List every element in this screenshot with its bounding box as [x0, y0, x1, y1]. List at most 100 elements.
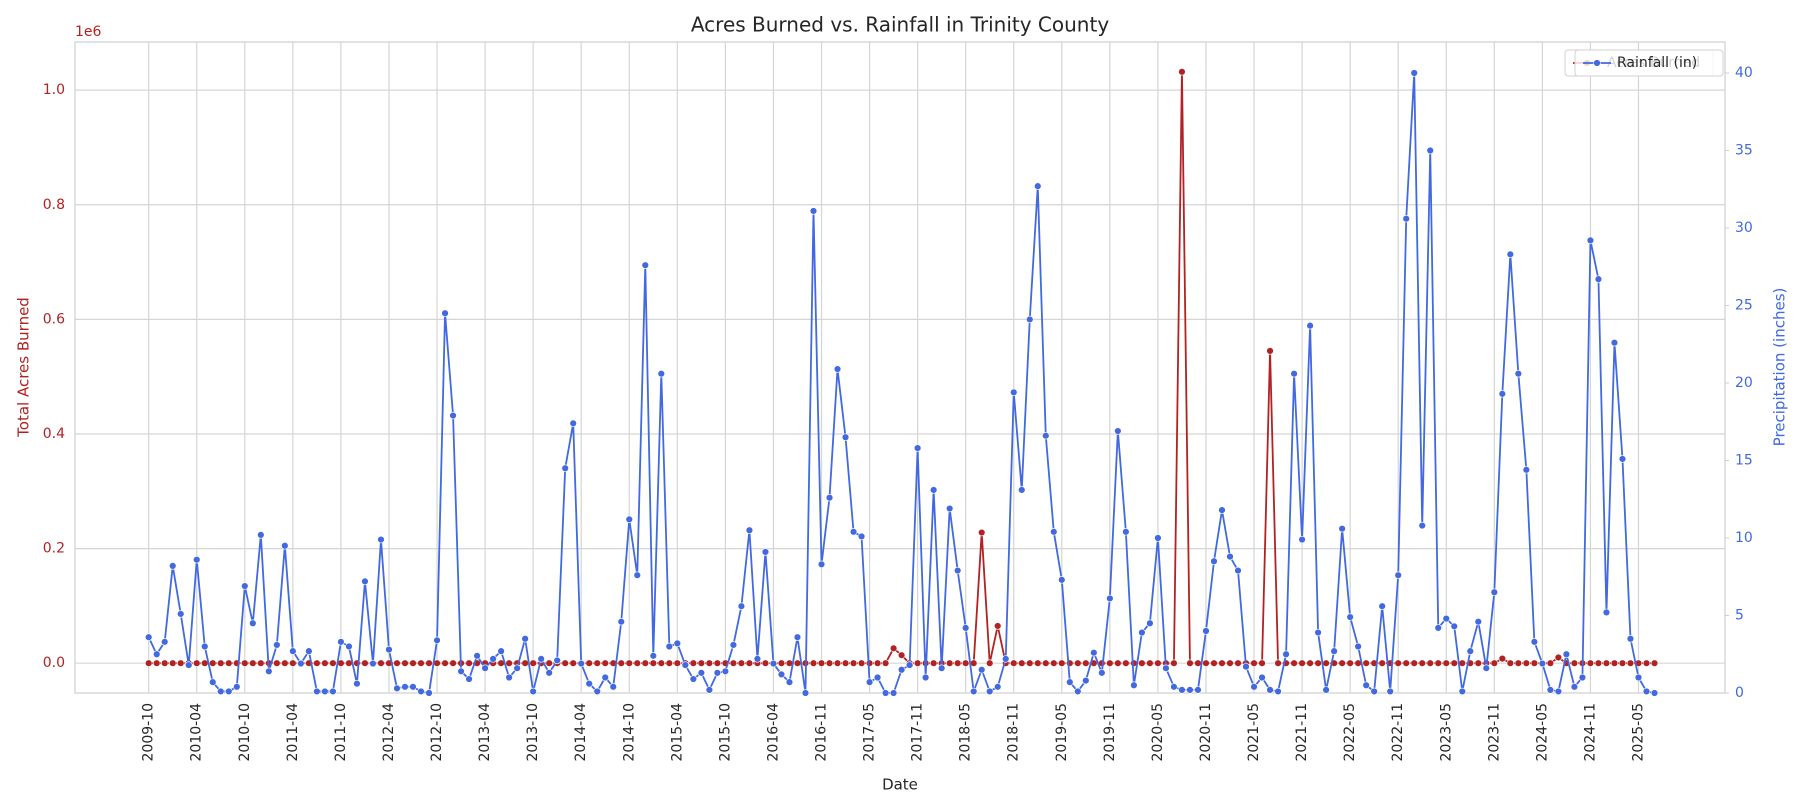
point — [329, 687, 337, 696]
point — [457, 667, 465, 675]
x-tick-label: 2011-04 — [285, 703, 301, 762]
point — [1314, 628, 1322, 637]
point — [833, 659, 842, 667]
point — [785, 678, 794, 686]
chart-title: Acres Burned vs. Rainfall in Trinity Cou… — [691, 13, 1109, 37]
point — [289, 659, 297, 667]
y-tick-label: 0.0 — [43, 655, 65, 671]
point — [994, 683, 1002, 691]
point — [1506, 659, 1515, 667]
point — [529, 687, 537, 696]
point — [1010, 659, 1018, 667]
point — [705, 659, 714, 667]
point — [689, 675, 698, 683]
point — [273, 659, 281, 667]
point — [1602, 659, 1611, 667]
point — [361, 659, 369, 667]
x-tick-label: 2014-04 — [573, 703, 589, 762]
point — [905, 661, 914, 669]
point — [361, 577, 369, 586]
point — [1178, 68, 1186, 76]
point — [1090, 648, 1098, 657]
point — [713, 659, 722, 667]
point — [1194, 659, 1202, 667]
point — [1530, 659, 1539, 667]
x-tick-label: 2022-11 — [1390, 703, 1406, 762]
point — [969, 687, 978, 696]
point — [585, 679, 593, 688]
point — [1514, 370, 1523, 378]
point — [465, 675, 473, 683]
point — [1154, 534, 1162, 542]
point — [625, 515, 633, 524]
point — [977, 528, 986, 537]
point — [1058, 576, 1066, 584]
plot-area — [74, 41, 1726, 694]
point — [761, 548, 770, 556]
point — [152, 650, 161, 658]
point — [1482, 664, 1491, 672]
legend-marker — [1593, 59, 1601, 67]
point — [1642, 687, 1651, 696]
point — [1282, 650, 1290, 658]
point — [857, 532, 866, 541]
point — [401, 659, 409, 667]
point — [657, 370, 666, 378]
point — [793, 633, 802, 641]
point — [1378, 659, 1386, 667]
point — [1346, 613, 1354, 621]
point — [1418, 521, 1426, 530]
point — [257, 659, 265, 667]
x-tick-label: 2016-11 — [814, 703, 830, 762]
point — [433, 636, 441, 644]
point — [1562, 650, 1571, 658]
point — [1074, 687, 1082, 696]
point — [1410, 659, 1418, 667]
x-tick-label: 2020-05 — [1150, 703, 1166, 762]
point — [537, 655, 545, 663]
point — [593, 659, 601, 667]
y-tick-label: 1.0 — [43, 82, 65, 98]
point — [377, 535, 385, 544]
point — [1138, 659, 1146, 667]
point — [377, 659, 385, 667]
y2-tick-label: 25 — [1735, 298, 1753, 314]
x-tick-label: 2010-10 — [237, 703, 253, 762]
point — [633, 659, 641, 667]
point — [825, 659, 834, 667]
point — [297, 659, 305, 668]
point — [561, 659, 569, 667]
point — [401, 683, 409, 691]
legend: Rainfall (in) — [1574, 49, 1724, 77]
point — [1194, 686, 1202, 694]
x-tick-label: 2016-04 — [765, 703, 781, 762]
point — [801, 689, 810, 697]
x-tick-label: 2021-11 — [1294, 703, 1310, 762]
point — [761, 659, 770, 667]
point — [697, 669, 706, 677]
point — [1506, 250, 1515, 259]
point — [161, 638, 169, 646]
x-tick-label: 2014-10 — [621, 703, 637, 762]
point — [1426, 146, 1434, 155]
point — [585, 659, 593, 667]
point — [1234, 566, 1242, 575]
point — [497, 647, 505, 655]
point — [321, 659, 329, 667]
point — [737, 659, 746, 667]
point — [1106, 594, 1114, 603]
point — [1058, 659, 1066, 667]
point — [1434, 624, 1442, 632]
point — [633, 571, 641, 579]
point — [665, 642, 674, 651]
point — [1354, 642, 1362, 651]
point — [1162, 664, 1170, 672]
point — [833, 365, 842, 373]
point — [1402, 659, 1410, 667]
point — [729, 659, 738, 667]
point — [569, 659, 577, 667]
point — [1186, 659, 1194, 667]
point — [673, 659, 682, 667]
point — [441, 659, 449, 667]
